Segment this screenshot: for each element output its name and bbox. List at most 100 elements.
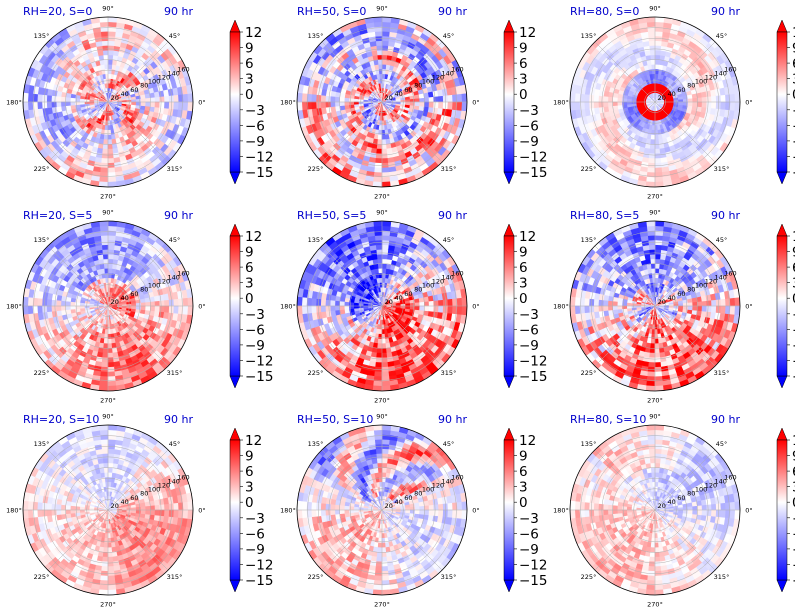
radius-tick-label: 140 bbox=[714, 274, 726, 282]
angle-tick-label: 270° bbox=[100, 193, 116, 201]
colorbar-tick-label: 6 bbox=[519, 464, 528, 480]
angle-tick-label: 225° bbox=[308, 573, 324, 581]
colorbar-tick-label: −6 bbox=[519, 526, 539, 542]
colorbar-tick-label: −15 bbox=[519, 369, 548, 385]
angle-tick-label: 135° bbox=[581, 440, 597, 448]
polar-frame bbox=[22, 220, 194, 392]
radius-tick-label: 120 bbox=[158, 278, 170, 286]
panel-time-label: 90 hr bbox=[164, 413, 193, 426]
radius-tick-label: 160 bbox=[451, 270, 463, 278]
polar-grid bbox=[22, 424, 194, 596]
panel-time-label: 90 hr bbox=[164, 209, 193, 222]
angle-tick-label: 180° bbox=[553, 99, 569, 107]
polar-grid bbox=[296, 16, 468, 188]
colorbar-tick-label: −12 bbox=[245, 557, 274, 573]
panel-title: RH=20, S=0 bbox=[23, 5, 92, 18]
colorbar-tick-label: −6 bbox=[245, 118, 265, 134]
colorbar-extend-top bbox=[503, 427, 515, 441]
colorbar-tick-label: 6 bbox=[245, 464, 254, 480]
polar-grid bbox=[569, 16, 741, 188]
colorbar-tick-label: 12 bbox=[792, 433, 795, 449]
colorbar-tick-label: 12 bbox=[245, 229, 262, 245]
radius-tick-label: 100 bbox=[148, 282, 160, 290]
angle-tick-label: 0° bbox=[472, 99, 479, 107]
colorbar-extend-bottom bbox=[229, 375, 241, 389]
colorbar-tick-label: 3 bbox=[245, 276, 254, 292]
colorbar-tick-label: 6 bbox=[792, 260, 795, 276]
angle-tick-label: 225° bbox=[581, 369, 597, 377]
radius-tick-label: 160 bbox=[724, 66, 736, 74]
angle-tick-label: 45° bbox=[443, 32, 455, 40]
colorbar-tick-label: −12 bbox=[792, 149, 795, 165]
angle-tick-label: 90° bbox=[376, 5, 388, 13]
radius-tick-label: 40 bbox=[120, 90, 128, 98]
panel-time-label: 90 hr bbox=[711, 413, 740, 426]
radius-tick-label: 40 bbox=[667, 498, 675, 506]
radius-tick-label: 40 bbox=[120, 294, 128, 302]
radius-tick-label: 20 bbox=[111, 502, 119, 510]
colorbar-tick-label: −6 bbox=[245, 322, 265, 338]
radius-tick-label: 60 bbox=[677, 290, 685, 298]
angle-tick-label: 90° bbox=[102, 5, 114, 13]
colorbar-tick-label: −3 bbox=[245, 511, 265, 527]
angle-tick-label: 45° bbox=[716, 32, 728, 40]
angle-tick-label: 90° bbox=[102, 413, 114, 421]
colorbar-tick-label: 6 bbox=[519, 260, 528, 276]
colorbar-tick-label: −12 bbox=[519, 149, 548, 165]
colorbar-tick-label: 9 bbox=[519, 245, 528, 261]
panel-time-label: 90 hr bbox=[438, 5, 467, 18]
colorbar-tick-label: 3 bbox=[792, 72, 795, 88]
angle-tick-label: 45° bbox=[443, 440, 455, 448]
colorbar-tick-label: 6 bbox=[519, 56, 528, 72]
angle-tick-label: 180° bbox=[6, 507, 22, 515]
colorbar-extend-bottom bbox=[776, 579, 788, 593]
colorbar-tick-label: −9 bbox=[792, 542, 795, 558]
colorbar-tick-label: −15 bbox=[245, 573, 274, 589]
radius-tick-label: 140 bbox=[441, 70, 453, 78]
angle-tick-label: 90° bbox=[102, 209, 114, 217]
panel-time-label: 90 hr bbox=[164, 5, 193, 18]
colorbar-extend-top bbox=[229, 223, 241, 237]
angle-tick-label: 135° bbox=[34, 32, 50, 40]
radius-tick-label: 40 bbox=[667, 294, 675, 302]
polar-grid bbox=[569, 220, 741, 392]
colorbar-tick-label: 12 bbox=[245, 433, 262, 449]
colorbar-extend-bottom bbox=[503, 579, 515, 593]
colorbar-tick-label: 0 bbox=[245, 495, 254, 511]
colorbar-tick-label: −15 bbox=[792, 369, 795, 385]
radius-tick-label: 160 bbox=[177, 474, 189, 482]
radius-tick-label: 40 bbox=[120, 498, 128, 506]
angle-tick-label: 315° bbox=[714, 573, 730, 581]
angle-tick-label: 180° bbox=[280, 99, 296, 107]
angle-tick-label: 270° bbox=[100, 397, 116, 405]
colorbar-tick-label: 12 bbox=[519, 25, 536, 41]
radius-tick-label: 100 bbox=[695, 486, 707, 494]
colorbar-extend-top bbox=[776, 223, 788, 237]
angle-tick-label: 270° bbox=[374, 397, 390, 405]
colorbar-tick-label: −12 bbox=[245, 149, 274, 165]
angle-tick-label: 135° bbox=[308, 32, 324, 40]
colorbar-tick-label: −9 bbox=[245, 338, 265, 354]
colorbar-tick-label: 3 bbox=[245, 72, 254, 88]
colorbar-tick-label: −12 bbox=[792, 353, 795, 369]
colorbar-body bbox=[776, 235, 788, 377]
radius-tick-label: 20 bbox=[658, 298, 666, 306]
radius-tick-label: 80 bbox=[414, 490, 422, 498]
colorbar-extend-bottom bbox=[503, 375, 515, 389]
angle-tick-label: 0° bbox=[472, 303, 479, 311]
colorbar-tick-label: 3 bbox=[519, 72, 528, 88]
angle-tick-label: 225° bbox=[308, 369, 324, 377]
radius-tick-label: 20 bbox=[111, 298, 119, 306]
panel-title: RH=80, S=5 bbox=[570, 209, 639, 222]
radius-tick-label: 60 bbox=[677, 494, 685, 502]
radius-tick-label: 140 bbox=[167, 274, 179, 282]
radius-tick-label: 120 bbox=[432, 482, 444, 490]
radius-tick-label: 40 bbox=[394, 498, 402, 506]
radius-tick-label: 160 bbox=[451, 474, 463, 482]
